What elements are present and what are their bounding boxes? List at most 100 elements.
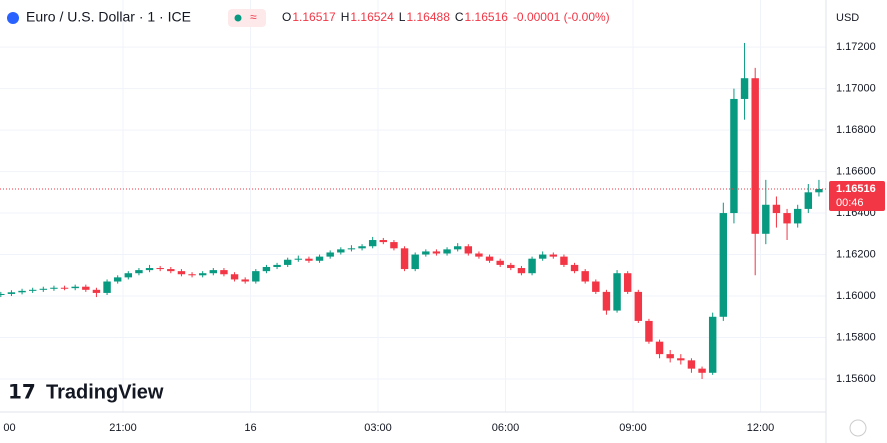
y-tick-label: 1.15600 bbox=[836, 373, 876, 385]
candle-body bbox=[188, 274, 196, 276]
candle-body bbox=[135, 270, 143, 274]
countdown: 00:46 bbox=[836, 197, 864, 209]
x-tick-label: 00 bbox=[3, 422, 15, 434]
candle-body bbox=[230, 274, 239, 280]
ohlc-label: H bbox=[341, 10, 350, 24]
candle-body bbox=[634, 291, 643, 321]
candle-body bbox=[698, 368, 706, 373]
candle-body bbox=[347, 248, 356, 250]
last-price-label: 1.16516 bbox=[836, 183, 876, 195]
y-tick-label: 1.16800 bbox=[836, 124, 876, 136]
candle-body bbox=[592, 281, 600, 292]
candle-body bbox=[677, 358, 685, 361]
candle-body bbox=[602, 291, 611, 311]
candle-body bbox=[815, 188, 823, 193]
candle-body bbox=[156, 268, 164, 270]
candle-body bbox=[475, 253, 483, 257]
legend: Euro / U.S. Dollar · 1 · ICE ≈ O 1.16517 H… bbox=[7, 9, 610, 27]
candle-body bbox=[368, 240, 377, 247]
candle-body bbox=[28, 289, 37, 291]
candle-body bbox=[560, 256, 568, 265]
candle-body bbox=[464, 246, 473, 254]
ohlc-label: L bbox=[399, 10, 406, 24]
candle-body bbox=[220, 270, 228, 275]
symbol-name: Euro / U.S. Dollar · 1 · ICE bbox=[26, 9, 191, 25]
candle-body bbox=[18, 290, 26, 293]
candle-body bbox=[687, 360, 696, 369]
ohlc-values: O 1.16517 H 1.16524 L 1.16488 C 1.16516 -0.00001… bbox=[282, 10, 610, 24]
y-tick-label: 1.17000 bbox=[836, 82, 876, 94]
candle-body bbox=[730, 98, 738, 214]
last-price-box bbox=[829, 180, 885, 211]
candle-body bbox=[241, 279, 249, 282]
candle-body bbox=[411, 254, 419, 270]
logo-mark: 𝟭𝟳 bbox=[8, 381, 36, 403]
market-dot bbox=[234, 14, 242, 22]
candle-body bbox=[113, 277, 122, 282]
candle-body bbox=[645, 320, 653, 342]
candle-body bbox=[453, 246, 462, 250]
candle-body bbox=[262, 266, 271, 272]
candle-body bbox=[39, 288, 48, 290]
candle-body bbox=[708, 316, 717, 373]
candle-body bbox=[252, 271, 260, 282]
grid bbox=[0, 0, 826, 412]
y-tick-label: 1.17200 bbox=[836, 41, 876, 53]
candle-body bbox=[538, 254, 547, 259]
candle-body bbox=[283, 259, 292, 265]
candle-body bbox=[623, 273, 632, 292]
candle-body bbox=[751, 78, 759, 234]
candle-body bbox=[209, 270, 218, 274]
candle-body bbox=[294, 258, 303, 260]
currency[interactable]: USD bbox=[836, 12, 859, 24]
candle-body bbox=[581, 271, 589, 282]
candle-body bbox=[103, 281, 111, 293]
candle-body bbox=[337, 249, 345, 253]
candle-body bbox=[432, 251, 441, 254]
candle-body bbox=[517, 268, 526, 274]
candle-body bbox=[273, 264, 281, 267]
candle-body bbox=[528, 258, 536, 274]
candle-body bbox=[358, 246, 366, 249]
change: -0.00001 (-0.00%) bbox=[513, 10, 610, 24]
ohlc-value: 1.16524 bbox=[350, 10, 394, 24]
x-tick-label: 12:00 bbox=[747, 422, 775, 434]
candle-body bbox=[124, 273, 133, 278]
x-tick-label: 03:00 bbox=[364, 422, 392, 434]
candle-body bbox=[198, 273, 207, 276]
ohlc-label: C bbox=[455, 10, 464, 24]
candle-body bbox=[783, 213, 791, 224]
candle-body bbox=[719, 213, 728, 317]
candle-body bbox=[443, 249, 451, 254]
status-badge[interactable] bbox=[228, 9, 266, 27]
candle-body bbox=[422, 251, 430, 255]
currency-button[interactable] bbox=[829, 8, 863, 28]
candle-body bbox=[804, 192, 813, 209]
ohlc-value: 1.16517 bbox=[292, 10, 336, 24]
candle-body bbox=[772, 204, 781, 214]
candle-body bbox=[50, 287, 58, 289]
candle-body bbox=[740, 78, 749, 99]
candle-body bbox=[177, 271, 186, 275]
candle-body bbox=[305, 258, 313, 261]
candle-body bbox=[145, 268, 154, 271]
candle-body bbox=[793, 208, 802, 224]
y-tick-label: 1.16000 bbox=[836, 290, 876, 302]
y-tick-label: 1.16200 bbox=[836, 248, 876, 260]
settings-button[interactable] bbox=[849, 419, 867, 437]
y-tick-label: 1.16600 bbox=[836, 165, 876, 177]
candle-body bbox=[71, 286, 79, 289]
symbol-icon bbox=[7, 12, 19, 24]
candle-body bbox=[7, 292, 16, 294]
candles bbox=[0, 42, 823, 380]
candle-body bbox=[666, 354, 674, 359]
wave-icon: ≈ bbox=[250, 10, 257, 24]
candle-body bbox=[655, 341, 664, 355]
candle-body bbox=[60, 287, 69, 289]
candle-body bbox=[507, 264, 515, 269]
candle-body bbox=[400, 248, 409, 270]
logo-text: TradingView bbox=[46, 381, 164, 403]
